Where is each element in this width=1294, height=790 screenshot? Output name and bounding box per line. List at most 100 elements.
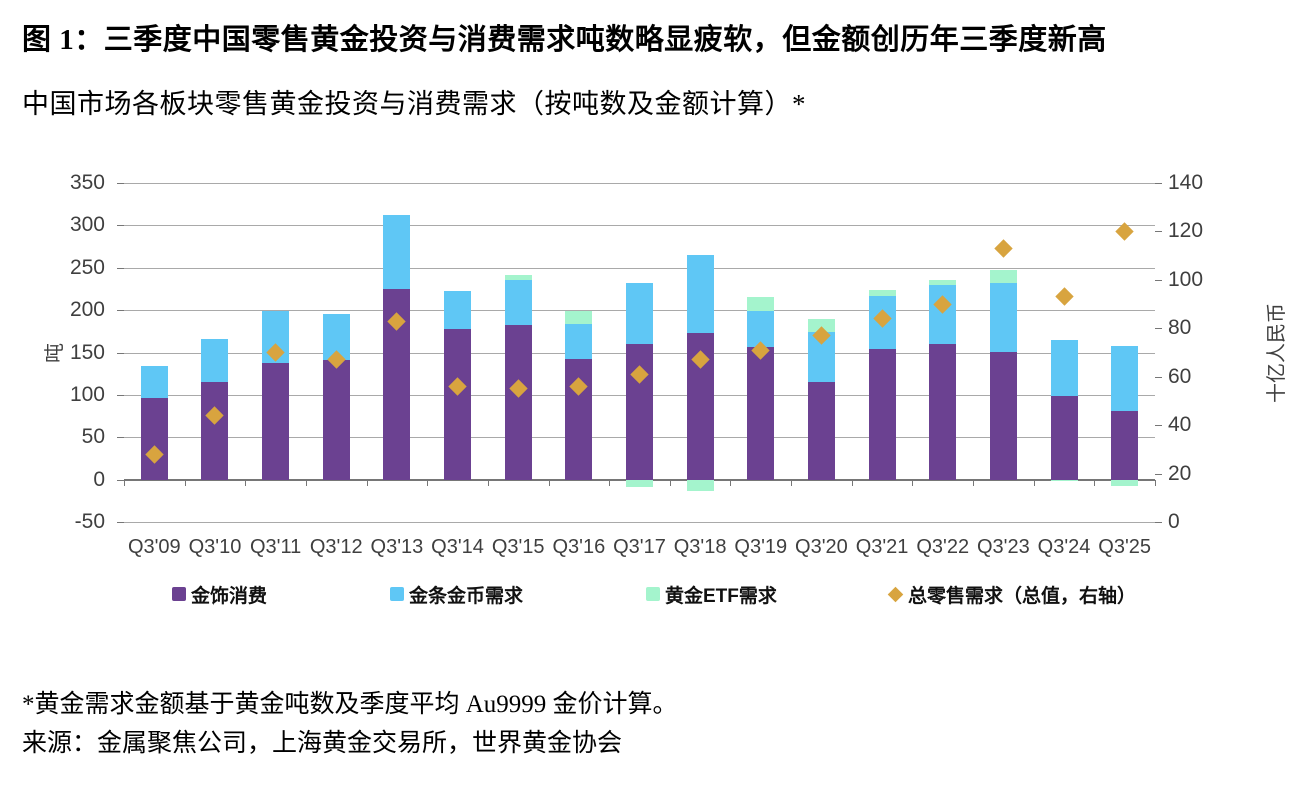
bar-gold-etf-Q3'21 — [868, 289, 896, 296]
left-axis-tick-label: 150 — [69, 340, 105, 364]
left-axis-tick-mark — [117, 394, 124, 396]
figure-source: 来源：金属聚焦公司，上海黄金交易所，世界黄金协会 — [22, 730, 623, 757]
x-axis-category-label: Q3'18 — [673, 536, 727, 558]
bar-bar-coin-Q3'09 — [140, 366, 168, 399]
left-axis-tick-mark — [117, 479, 124, 481]
x-axis-category-label: Q3'09 — [127, 536, 181, 558]
left-axis-tick-label: 350 — [69, 171, 105, 194]
left-axis-tick-mark — [117, 310, 124, 312]
x-axis-category-label: Q3'12 — [309, 536, 363, 558]
bar-bar-coin-Q3'17 — [626, 283, 653, 345]
legend-item-total-retail-value: 总零售需求（总值，右轴） — [887, 581, 1137, 607]
bar-gold-etf-Q3'19 — [747, 296, 775, 311]
x-axis-tick-mark — [669, 479, 671, 486]
right-axis-tick-label: 80 — [1168, 316, 1192, 340]
x-axis-category-label: Q3'22 — [916, 536, 970, 558]
left-axis-tick-label: 100 — [69, 382, 105, 406]
left-axis-tick-label: 200 — [69, 298, 105, 322]
x-axis-tick-mark — [184, 479, 186, 486]
bar-gold-etf-Q3'24 — [1050, 479, 1078, 482]
x-axis-tick-mark — [366, 479, 368, 486]
x-axis-tick-mark — [609, 479, 611, 486]
bar-jewelry-Q3'11 — [262, 362, 290, 480]
bar-jewelry-Q3'21 — [868, 349, 896, 480]
x-axis-tick-mark — [791, 479, 793, 486]
bar-jewelry-Q3'14 — [444, 328, 472, 480]
x-axis-category-label: Q3'14 — [431, 536, 484, 558]
bar-bar-coin-Q3'10 — [201, 338, 229, 383]
legend-item-bar-coin: 金条金币需求 — [390, 581, 523, 607]
bar-gold-etf-Q3'15 — [504, 275, 532, 281]
left-axis-title: 吨 — [43, 343, 66, 363]
legend-label: 金条金币需求 — [409, 585, 524, 607]
right-axis-tick-mark — [1155, 231, 1162, 233]
right-axis-tick-label: 40 — [1168, 413, 1192, 437]
marker-total-retail-value-Q3'24 — [1054, 287, 1074, 306]
right-axis-tick-label: 20 — [1168, 461, 1192, 485]
legend-label: 总零售需求（总值，右轴） — [908, 585, 1137, 607]
x-axis-tick-mark — [487, 479, 489, 486]
right-axis-tick-label: 100 — [1168, 267, 1204, 291]
x-axis-tick-mark — [124, 479, 125, 486]
left-axis-tick-label: 250 — [69, 255, 105, 279]
right-axis-tick-label: 140 — [1168, 171, 1204, 194]
bar-gold-etf-Q3'18 — [686, 479, 714, 492]
bar-gold-etf-Q3'20 — [807, 319, 835, 333]
bar-bar-coin-Q3'25 — [1111, 345, 1139, 411]
right-axis-tick-label: 0 — [1168, 510, 1180, 533]
right-axis-tick-mark — [1155, 376, 1162, 378]
right-axis-tick-mark — [1155, 522, 1162, 523]
right-axis-tick-mark — [1155, 328, 1162, 330]
gridline — [124, 225, 1155, 227]
bar-jewelry-Q3'22 — [929, 344, 957, 480]
chart-legend: 金饰消费 金条金币需求 黄金ETF需求 总零售需求（总值，右轴） — [0, 581, 1294, 611]
x-axis-category-label: Q3'19 — [734, 536, 788, 558]
x-axis-tick-mark — [548, 479, 550, 486]
bar-gold-etf-Q3'16 — [565, 310, 593, 324]
x-axis-tick-mark — [1094, 479, 1096, 486]
figure-footnote: *黄金需求金额基于黄金吨数及季度平均 Au9999 金价计算。 — [22, 691, 678, 718]
x-axis-category-label: Q3'17 — [613, 536, 666, 558]
bar-jewelry-Q3'15 — [504, 325, 532, 480]
x-axis-category-label: Q3'16 — [552, 536, 606, 558]
bar-gold-etf-Q3'22 — [929, 279, 957, 285]
legend-label: 金饰消费 — [191, 585, 268, 607]
bar-bar-coin-Q3'15 — [504, 280, 532, 326]
bar-jewelry-Q3'12 — [322, 360, 350, 480]
right-axis-title: 十亿人民币 — [1265, 303, 1288, 403]
left-axis-tick-mark — [117, 352, 124, 354]
bar-bar-coin-Q3'23 — [989, 283, 1017, 352]
right-axis-tick-mark — [1155, 425, 1162, 427]
marker-total-retail-value-Q3'23 — [994, 239, 1013, 258]
x-axis-category-label: Q3'11 — [249, 536, 302, 558]
gridline — [124, 522, 1155, 523]
left-axis-tick-mark — [117, 522, 124, 523]
x-axis-tick-mark — [1033, 479, 1035, 486]
gridline — [124, 183, 1155, 184]
legend-item-jewelry: 金饰消费 — [172, 581, 267, 607]
bar-jewelry-Q3'20 — [807, 382, 835, 480]
legend-square-icon — [646, 587, 660, 601]
gridline — [124, 267, 1155, 269]
left-axis-tick-mark — [117, 183, 124, 184]
left-axis-tick-label: 50 — [81, 425, 105, 449]
bar-jewelry-Q3'25 — [1111, 410, 1139, 480]
x-axis-category-label: Q3'25 — [1098, 536, 1152, 558]
left-axis-tick-label: 0 — [93, 467, 105, 491]
x-axis-category-label: Q3'21 — [855, 536, 909, 558]
bar-jewelry-Q3'10 — [201, 382, 229, 480]
legend-square-icon — [390, 587, 404, 601]
left-axis-tick-mark — [117, 437, 124, 439]
x-axis-category-label: Q3'23 — [976, 536, 1030, 558]
x-axis-tick-mark — [973, 479, 975, 486]
left-axis-tick-mark — [117, 267, 124, 269]
bar-bar-coin-Q3'22 — [929, 284, 957, 344]
legend-item-gold-etf: 黄金ETF需求 — [646, 581, 777, 607]
right-axis-tick-mark — [1155, 279, 1162, 281]
bar-gold-etf-Q3'25 — [1111, 479, 1139, 487]
legend-diamond-icon — [887, 586, 904, 602]
left-axis-tick-mark — [117, 225, 124, 227]
x-axis-category-label: Q3'20 — [795, 536, 848, 558]
